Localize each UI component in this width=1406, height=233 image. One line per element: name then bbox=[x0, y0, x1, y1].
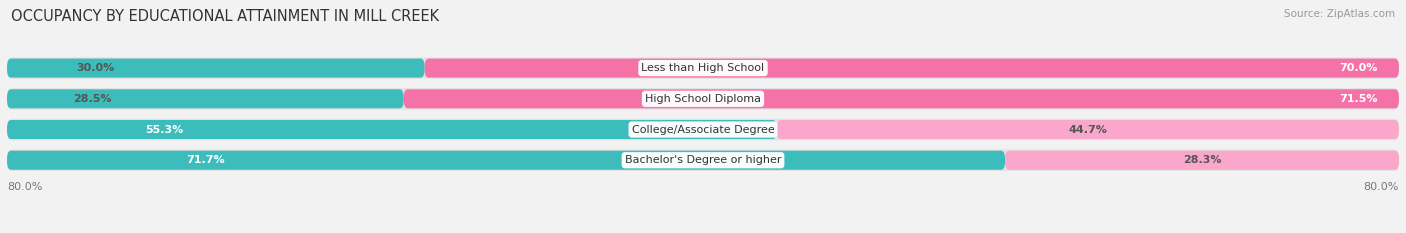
FancyBboxPatch shape bbox=[7, 89, 404, 108]
Text: 71.7%: 71.7% bbox=[187, 155, 225, 165]
Text: 55.3%: 55.3% bbox=[146, 124, 184, 134]
FancyBboxPatch shape bbox=[404, 89, 1399, 108]
FancyBboxPatch shape bbox=[425, 58, 1399, 78]
Text: OCCUPANCY BY EDUCATIONAL ATTAINMENT IN MILL CREEK: OCCUPANCY BY EDUCATIONAL ATTAINMENT IN M… bbox=[11, 9, 439, 24]
FancyBboxPatch shape bbox=[7, 120, 776, 139]
FancyBboxPatch shape bbox=[7, 58, 425, 78]
FancyBboxPatch shape bbox=[7, 151, 1005, 170]
Text: 80.0%: 80.0% bbox=[7, 182, 42, 192]
Text: High School Diploma: High School Diploma bbox=[645, 94, 761, 104]
Text: Bachelor's Degree or higher: Bachelor's Degree or higher bbox=[624, 155, 782, 165]
FancyBboxPatch shape bbox=[1005, 151, 1399, 170]
FancyBboxPatch shape bbox=[7, 150, 1399, 171]
FancyBboxPatch shape bbox=[7, 119, 1399, 140]
FancyBboxPatch shape bbox=[7, 88, 1399, 110]
FancyBboxPatch shape bbox=[776, 120, 1399, 139]
Text: 71.5%: 71.5% bbox=[1340, 94, 1378, 104]
Text: College/Associate Degree: College/Associate Degree bbox=[631, 124, 775, 134]
Text: 28.3%: 28.3% bbox=[1182, 155, 1222, 165]
Text: 30.0%: 30.0% bbox=[77, 63, 115, 73]
Text: 28.5%: 28.5% bbox=[73, 94, 112, 104]
Text: Source: ZipAtlas.com: Source: ZipAtlas.com bbox=[1284, 9, 1395, 19]
Text: Less than High School: Less than High School bbox=[641, 63, 765, 73]
Text: 70.0%: 70.0% bbox=[1340, 63, 1378, 73]
Text: 80.0%: 80.0% bbox=[1364, 182, 1399, 192]
FancyBboxPatch shape bbox=[7, 57, 1399, 79]
Text: 44.7%: 44.7% bbox=[1069, 124, 1108, 134]
